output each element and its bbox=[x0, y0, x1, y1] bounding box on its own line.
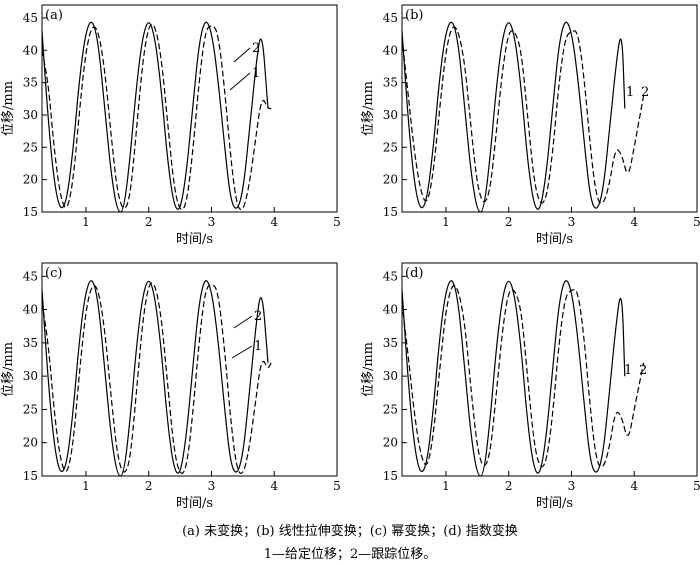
panel-b-ylabel: 位移/mm bbox=[361, 81, 376, 136]
panel-c-ylabel: 位移/mm bbox=[1, 342, 16, 397]
panel-a-label: (a) bbox=[45, 8, 63, 23]
panel-d-line-label-1: 1 bbox=[624, 363, 632, 378]
panel-c-frame bbox=[41, 262, 338, 477]
panel-c-ytick-label: 35 bbox=[23, 336, 38, 350]
panel-c-leader-1 bbox=[231, 345, 253, 359]
panel-c-ytick-label: 25 bbox=[23, 402, 38, 416]
panel-d-ytick-label: 30 bbox=[383, 369, 398, 383]
panel-d-ytick-label: 45 bbox=[383, 269, 398, 283]
figure-caption-legend: 1—给定位移；2—跟踪位移。 bbox=[263, 547, 437, 562]
panel-c-xtick-label: 5 bbox=[333, 479, 341, 493]
panel-c-ytick-label: 20 bbox=[23, 436, 38, 450]
panel-a-xtick-label: 4 bbox=[270, 215, 278, 229]
panel-a-xtick-label: 3 bbox=[208, 215, 216, 229]
panel-b-ytick-label: 35 bbox=[383, 76, 398, 90]
panel-a-series-1-line bbox=[41, 21, 269, 213]
panel-b-series-1-line bbox=[401, 21, 626, 213]
panel-d-ytick-label: 35 bbox=[383, 336, 398, 350]
panel-a-ytick-label: 25 bbox=[23, 140, 38, 154]
panel-d-line-label-2: 2 bbox=[639, 363, 647, 378]
panel-b-xtick-label: 2 bbox=[505, 215, 513, 229]
panel-d-series-2-line bbox=[401, 285, 645, 468]
panel-c-xtick-label: 1 bbox=[82, 479, 90, 493]
panel-a-xtick-label: 2 bbox=[145, 215, 153, 229]
panel-d-xtick-label: 3 bbox=[568, 479, 576, 493]
panel-d-ytick-label: 40 bbox=[383, 303, 398, 317]
panel-c-series-2-line bbox=[41, 282, 272, 474]
panel-c-xtick-label: 3 bbox=[208, 479, 216, 493]
panel-c-ytick-label: 45 bbox=[23, 269, 38, 283]
panel-b-line-label-1: 1 bbox=[626, 85, 634, 100]
figure-caption-subfigures: (a) 未变换；(b) 线性拉伸变换；(c) 幂变换；(d) 指数变换 bbox=[182, 524, 518, 539]
panel-c-ytick-label: 15 bbox=[23, 469, 38, 483]
panel-b-ytick-label: 30 bbox=[383, 108, 398, 122]
panel-b-xtick-label: 1 bbox=[442, 215, 450, 229]
panel-a-xlabel: 时间/s bbox=[176, 232, 213, 247]
panel-a-leader-2 bbox=[233, 47, 251, 63]
panel-a-ytick-label: 20 bbox=[23, 173, 38, 187]
panel-a-ytick-label: 45 bbox=[23, 11, 38, 25]
panel-c-xlabel: 时间/s bbox=[176, 496, 213, 511]
panel-c-xtick-label: 4 bbox=[270, 479, 278, 493]
panel-a-line-label-1: 1 bbox=[252, 66, 260, 81]
panel-b-line-label-2: 2 bbox=[641, 85, 649, 100]
panel-c-label: (c) bbox=[45, 266, 62, 281]
panel-a-frame bbox=[41, 4, 338, 213]
panel-a-xtick-label: 1 bbox=[82, 215, 90, 229]
panel-a-ytick-label: 40 bbox=[23, 43, 38, 57]
panel-a-leader-1 bbox=[229, 72, 251, 91]
panel-d-frame bbox=[401, 262, 698, 477]
panel-b-xtick-label: 4 bbox=[630, 215, 638, 229]
panel-c-ytick-label: 40 bbox=[23, 303, 38, 317]
panel-d-ytick-label: 20 bbox=[383, 436, 398, 450]
panel-d-xtick-label: 2 bbox=[505, 479, 513, 493]
panel-b-frame bbox=[401, 4, 698, 213]
panel-c-line-label-2: 2 bbox=[254, 309, 262, 324]
panel-b-ytick-label: 45 bbox=[383, 11, 398, 25]
panel-d-series-1-line bbox=[401, 280, 626, 477]
panel-a-xtick-label: 5 bbox=[333, 215, 341, 229]
panel-c-line-label-1: 1 bbox=[254, 339, 262, 354]
panel-a-line-label-2: 2 bbox=[252, 41, 260, 56]
panel-d-xtick-label: 5 bbox=[693, 479, 700, 493]
panel-c-ytick-label: 30 bbox=[23, 369, 38, 383]
panel-d-label: (d) bbox=[405, 266, 423, 281]
panel-b-label: (b) bbox=[405, 8, 423, 23]
panel-b-xlabel: 时间/s bbox=[536, 232, 573, 247]
panel-b-series-2-line bbox=[401, 26, 645, 204]
panel-a-ytick-label: 30 bbox=[23, 108, 38, 122]
panel-b-xtick-label: 5 bbox=[693, 215, 700, 229]
panel-d-ytick-label: 25 bbox=[383, 402, 398, 416]
panel-b-ytick-label: 25 bbox=[383, 140, 398, 154]
panel-b-xtick-label: 3 bbox=[568, 215, 576, 229]
panel-d-xtick-label: 1 bbox=[442, 479, 450, 493]
panel-b-ytick-label: 15 bbox=[383, 205, 398, 219]
panel-d-ylabel: 位移/mm bbox=[361, 342, 376, 397]
panel-a-ytick-label: 15 bbox=[23, 205, 38, 219]
panel-d-xlabel: 时间/s bbox=[536, 496, 573, 511]
panel-b-ytick-label: 20 bbox=[383, 173, 398, 187]
panel-c-xtick-label: 2 bbox=[145, 479, 153, 493]
panel-c-leader-2 bbox=[233, 315, 253, 329]
panel-c-series-1-line bbox=[41, 280, 269, 477]
panel-b-ytick-label: 40 bbox=[383, 43, 398, 57]
panel-d-ytick-label: 15 bbox=[383, 469, 398, 483]
panel-d-xtick-label: 4 bbox=[630, 479, 638, 493]
panel-a-ylabel: 位移/mm bbox=[1, 81, 16, 136]
panel-a-series-2-line bbox=[41, 23, 272, 210]
panel-a-ytick-label: 35 bbox=[23, 76, 38, 90]
